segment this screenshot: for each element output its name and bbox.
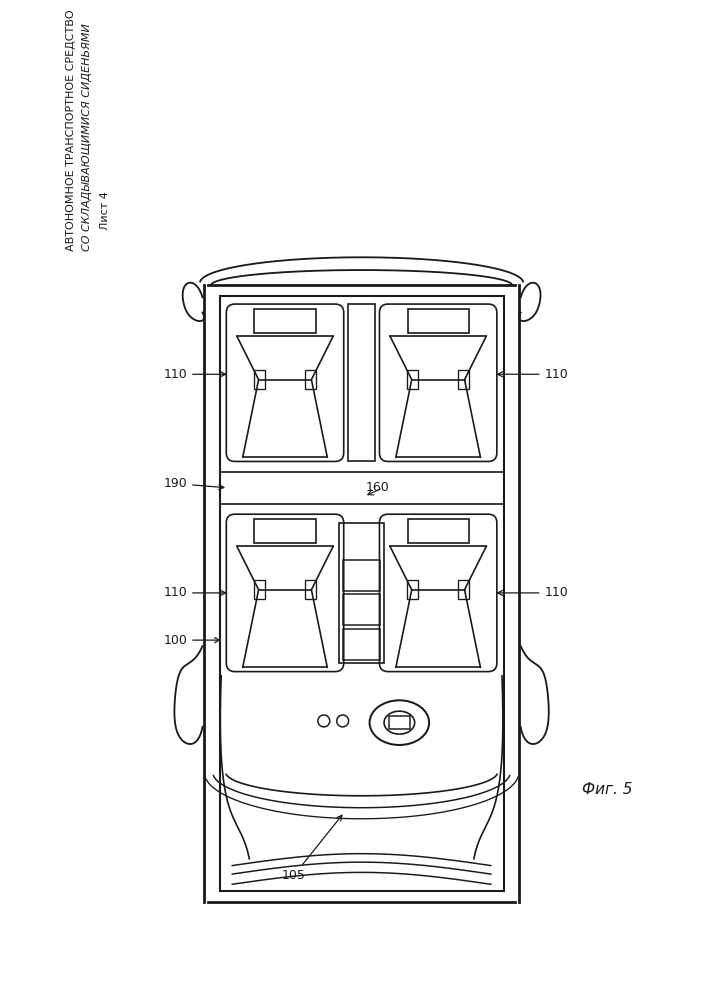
Bar <box>254 370 265 389</box>
Text: Лист 4: Лист 4 <box>100 191 110 230</box>
Bar <box>219 472 503 504</box>
Text: СО СКЛАДЫВАЮЩИМИСЯ СИДЕНЬЯМИ: СО СКЛАДЫВАЮЩИМИСЯ СИДЕНЬЯМИ <box>82 23 92 251</box>
Bar <box>407 370 419 389</box>
Bar <box>255 519 315 543</box>
Bar <box>408 309 469 333</box>
Text: 110: 110 <box>163 368 226 381</box>
Text: 190: 190 <box>163 477 224 490</box>
Bar <box>458 580 469 599</box>
Bar <box>305 370 316 389</box>
Bar <box>407 580 419 599</box>
Bar <box>343 629 380 660</box>
Text: 110: 110 <box>163 586 226 599</box>
Bar <box>255 309 315 333</box>
Bar <box>389 716 409 729</box>
Bar <box>458 370 469 389</box>
Text: 100: 100 <box>163 634 220 647</box>
Bar <box>305 580 316 599</box>
Text: 110: 110 <box>498 586 568 599</box>
Bar <box>339 523 384 663</box>
Bar <box>343 560 380 591</box>
Text: 105: 105 <box>281 815 342 882</box>
Bar <box>408 519 469 543</box>
Bar <box>254 580 265 599</box>
Text: 110: 110 <box>498 368 568 381</box>
Text: Фиг. 5: Фиг. 5 <box>582 782 633 797</box>
Bar <box>219 296 503 891</box>
Bar <box>348 304 375 461</box>
Bar <box>343 594 380 625</box>
Text: АВТОНОМНОЕ ТРАНСПОРТНОЕ СРЕДСТВО: АВТОНОМНОЕ ТРАНСПОРТНОЕ СРЕДСТВО <box>66 10 76 251</box>
Text: 160: 160 <box>366 481 390 494</box>
